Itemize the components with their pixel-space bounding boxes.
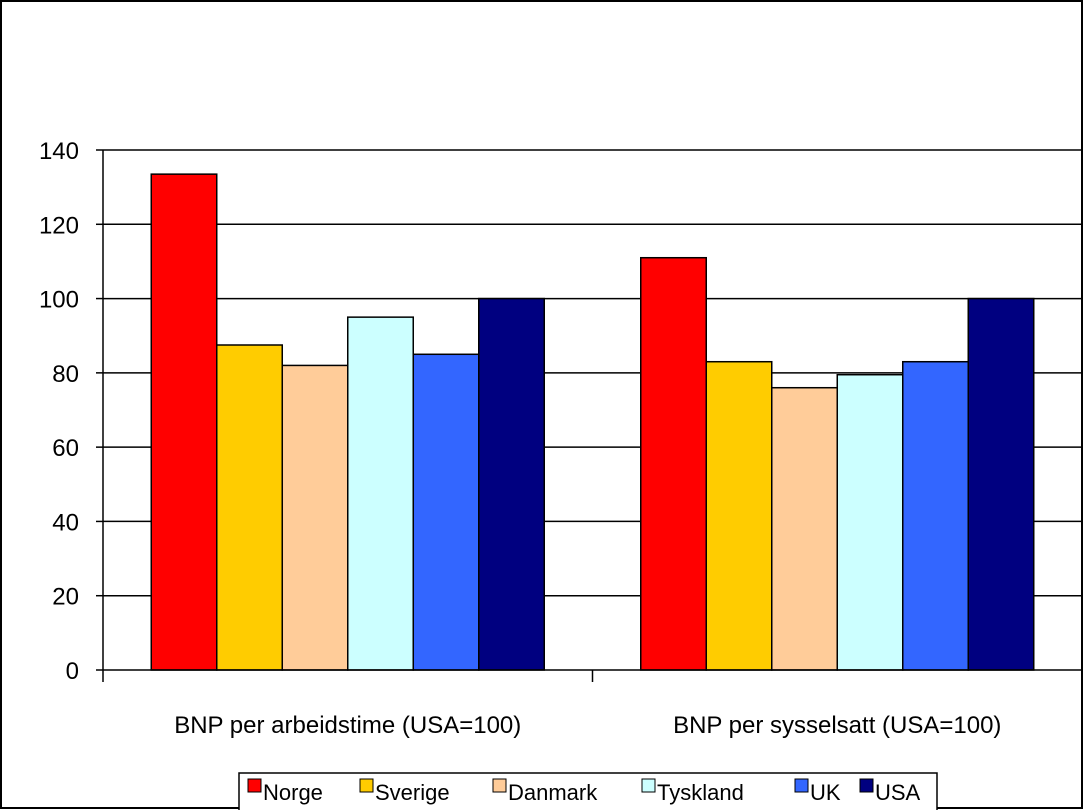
x-category-label-2: BNP per sysselsatt (USA=100) <box>673 712 1001 739</box>
y-tick-label-140: 140 <box>39 138 79 165</box>
y-tick-label-80: 80 <box>52 361 79 388</box>
bar-tyskland-1 <box>347 316 414 671</box>
legend-label-norge: Norge <box>263 780 323 805</box>
legend-swatch-sverige <box>359 778 374 793</box>
legend-box <box>238 772 938 810</box>
bar-danmark-2 <box>771 386 838 671</box>
y-tick-label-100: 100 <box>39 287 79 314</box>
bar-sverige-1 <box>216 344 283 671</box>
bar-tyskland-2 <box>836 373 904 671</box>
legend-swatch-tyskland <box>641 778 656 793</box>
legend-label-tyskland: Tyskland <box>657 780 744 805</box>
legend-label-danmark: Danmark <box>508 780 598 805</box>
x-category-label-1: BNP per arbeidstime (USA=100) <box>174 712 521 739</box>
legend-swatch-norge <box>247 778 262 793</box>
legend-label-sverige: Sverige <box>375 780 450 805</box>
y-tick-label-40: 40 <box>52 509 79 536</box>
legend-swatch-usa <box>859 778 874 793</box>
y-tick-label-0: 0 <box>66 658 79 685</box>
bar-norge-2 <box>640 256 707 671</box>
legend-label-uk: UK <box>810 780 841 805</box>
axes: 0 20 40 60 80 100 120 140 BNP per arbeidstime (U… <box>39 138 1083 739</box>
legend-swatch-danmark <box>492 778 507 793</box>
bar-usa-2 <box>967 297 1035 671</box>
legend-swatch-uk <box>794 778 809 793</box>
bar-uk-1 <box>412 353 480 671</box>
legend-label-usa: USA <box>875 780 921 805</box>
y-tick-label-120: 120 <box>39 212 79 239</box>
y-tick-label-20: 20 <box>52 584 79 611</box>
bar-norge-1 <box>150 173 218 671</box>
bars <box>150 173 1035 671</box>
bar-danmark-1 <box>281 364 349 671</box>
legend: Norge Sverige Danmark Tyskland UK USA <box>238 772 938 810</box>
bar-sverige-2 <box>705 360 773 671</box>
bar-usa-1 <box>478 297 545 671</box>
y-tick-label-60: 60 <box>52 435 79 462</box>
bar-uk-2 <box>902 360 969 671</box>
